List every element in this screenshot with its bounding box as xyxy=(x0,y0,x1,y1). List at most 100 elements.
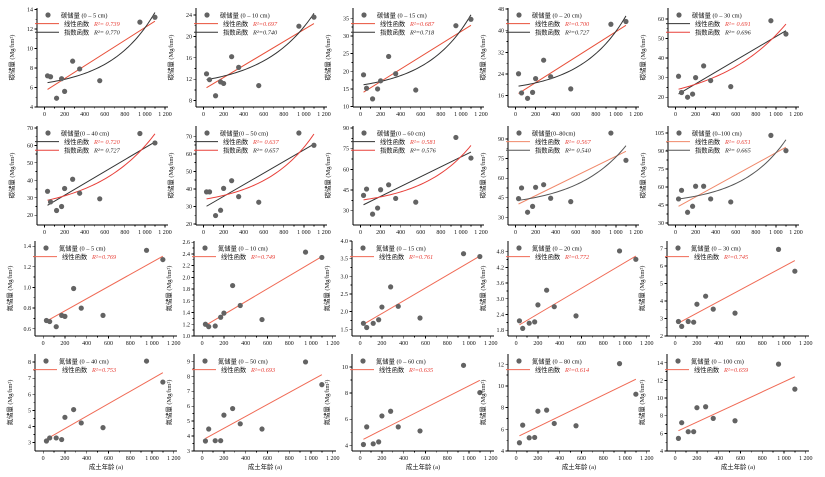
data-point xyxy=(544,407,550,413)
data-point xyxy=(379,304,385,310)
y-tick-label: 4 xyxy=(660,299,663,305)
x-tick-label: 200 xyxy=(219,230,228,236)
y-tick-label: 75 xyxy=(343,147,349,153)
y-axis-title: 氮储量 (Mg/hm²) xyxy=(5,266,14,312)
data-point xyxy=(221,412,227,418)
x-tick-label: 200 xyxy=(533,456,542,462)
x-tick-label: 0 xyxy=(43,112,46,118)
y-tick-label: 4 xyxy=(501,449,504,455)
y-tick-label: 30 xyxy=(658,221,664,227)
data-point xyxy=(623,18,629,25)
data-point xyxy=(206,324,212,330)
legend-marker xyxy=(516,358,522,364)
linear-fit-line xyxy=(519,378,637,437)
data-point xyxy=(532,434,538,441)
data-point xyxy=(532,319,538,325)
data-point xyxy=(47,74,54,80)
legend-series-label: 氮储量 (0 – 100 cm) xyxy=(691,356,744,365)
y-tick-label: 1.0 xyxy=(24,285,32,291)
scatter-panel-18: 4 6 8 10 0 200 400 600 800 1 000 1 200 氮储量 (Mg/hm²)… xyxy=(322,354,497,471)
data-point xyxy=(370,441,376,447)
data-point xyxy=(684,94,691,100)
x-tick-label: 0 xyxy=(359,456,362,462)
legend-r2-value: R²=0.740 xyxy=(252,30,278,37)
data-point xyxy=(468,16,474,22)
data-point xyxy=(520,422,526,428)
x-tick-label: 800 xyxy=(436,230,445,236)
data-point xyxy=(78,305,84,311)
y-tick-label: 32 xyxy=(498,50,504,56)
x-tick-label: 0 xyxy=(201,456,204,462)
x-tick-label: 800 xyxy=(436,112,445,118)
y-tick-label: 70 xyxy=(27,126,33,132)
data-point xyxy=(675,435,682,441)
legend-series-label: 碳储量(0 – 60 cm) xyxy=(377,128,425,137)
x-tick-label: 1 200 xyxy=(158,112,172,118)
data-point xyxy=(71,285,77,292)
linear-fit-line xyxy=(678,146,787,207)
legend: 氮储量 (0 – 60 cm)线性函数 R²=0.635 xyxy=(350,356,433,374)
data-point xyxy=(616,248,623,254)
y-tick-label: 5 xyxy=(660,282,663,288)
scatter-panel-15: 2 3 4 5 6 7 0 200 400 600 800 1 000 1 200 氮储量 (Mg/hm²… xyxy=(637,241,812,347)
scatter-panel-10: 30 45 60 75 90 105 0 200 400 600 800 1 000 1 200 碳储量 … xyxy=(638,126,803,236)
legend-r2-value: R²= 0.581 xyxy=(409,139,436,146)
x-tick-label: 0 xyxy=(674,341,677,347)
legend-fit-label: 指数函数 xyxy=(695,146,721,155)
x-axis-title: 成土年龄 (a) xyxy=(248,462,282,471)
x-tick-label: 1 200 xyxy=(474,112,488,118)
y-tick-label: 5 xyxy=(187,419,190,425)
data-point xyxy=(77,190,83,196)
data-point xyxy=(229,178,235,184)
y-tick-label: 50 xyxy=(27,161,33,167)
data-point xyxy=(524,95,531,101)
data-point xyxy=(59,436,65,443)
legend-series-label: 氮储量 (0 – 20 cm) xyxy=(532,243,582,252)
x-tick-label: 800 xyxy=(279,112,288,118)
y-tick-label: 5 xyxy=(28,408,31,414)
legend-fit-label: 指数函数 xyxy=(380,146,406,155)
data-point xyxy=(53,324,59,330)
y-tick-label: 30 xyxy=(343,34,349,40)
data-point xyxy=(364,424,370,430)
x-tick-label: 200 xyxy=(533,341,542,347)
x-tick-label: 200 xyxy=(60,112,69,118)
exponential-fit-line xyxy=(518,15,627,87)
y-tick-label: 7 xyxy=(28,376,31,382)
x-tick-label: 1 000 xyxy=(454,230,468,236)
exponential-fit-line xyxy=(678,139,787,200)
x-tick-label: 1 000 xyxy=(609,230,623,236)
scatter-panel-6: 20 30 40 50 60 70 0 200 400 600 800 1 000 1 200 碳储量 (… xyxy=(7,126,172,236)
y-axis-title: 碳储量 (Mg/hm²) xyxy=(323,35,332,81)
data-point xyxy=(97,196,103,202)
data-point xyxy=(217,207,224,213)
data-point xyxy=(363,85,370,91)
x-tick-label: 1 200 xyxy=(789,112,803,118)
x-tick-label: 200 xyxy=(531,230,540,236)
data-point xyxy=(53,95,60,101)
y-tick-label: 6 xyxy=(28,392,31,398)
x-tick-label: 400 xyxy=(711,230,720,236)
legend-r2-value: R²=0.749 xyxy=(250,254,276,261)
data-point xyxy=(535,408,541,414)
x-tick-label: 0 xyxy=(42,341,45,347)
legend-r2-value: R²= 0.576 xyxy=(409,148,437,155)
data-point xyxy=(319,254,325,261)
y-tick-label: 1.8 xyxy=(183,287,191,293)
scatter-panel-12: 1.0 1.2 1.4 1.6 1.8 2.0 2.2 2.4 2.6 0 200 400 600 800… xyxy=(164,240,339,347)
data-point xyxy=(693,75,699,81)
data-point xyxy=(53,435,59,441)
y-tick-label: 14 xyxy=(657,361,663,367)
data-point xyxy=(206,77,213,83)
data-point xyxy=(386,182,392,188)
y-tick-label: 75 xyxy=(498,157,504,163)
legend-marker xyxy=(676,130,682,136)
data-point xyxy=(360,441,367,448)
data-point xyxy=(393,71,399,77)
x-tick-label: 400 xyxy=(551,230,560,236)
y-axis-title: 碳储量 (Mg/hm²) xyxy=(166,153,175,199)
y-tick-label: 20 xyxy=(186,222,192,228)
scatter-panel-4: 16 24 32 40 48 0 200 400 600 800 1 000 1 200 碳储量 (Mg… xyxy=(478,7,643,118)
